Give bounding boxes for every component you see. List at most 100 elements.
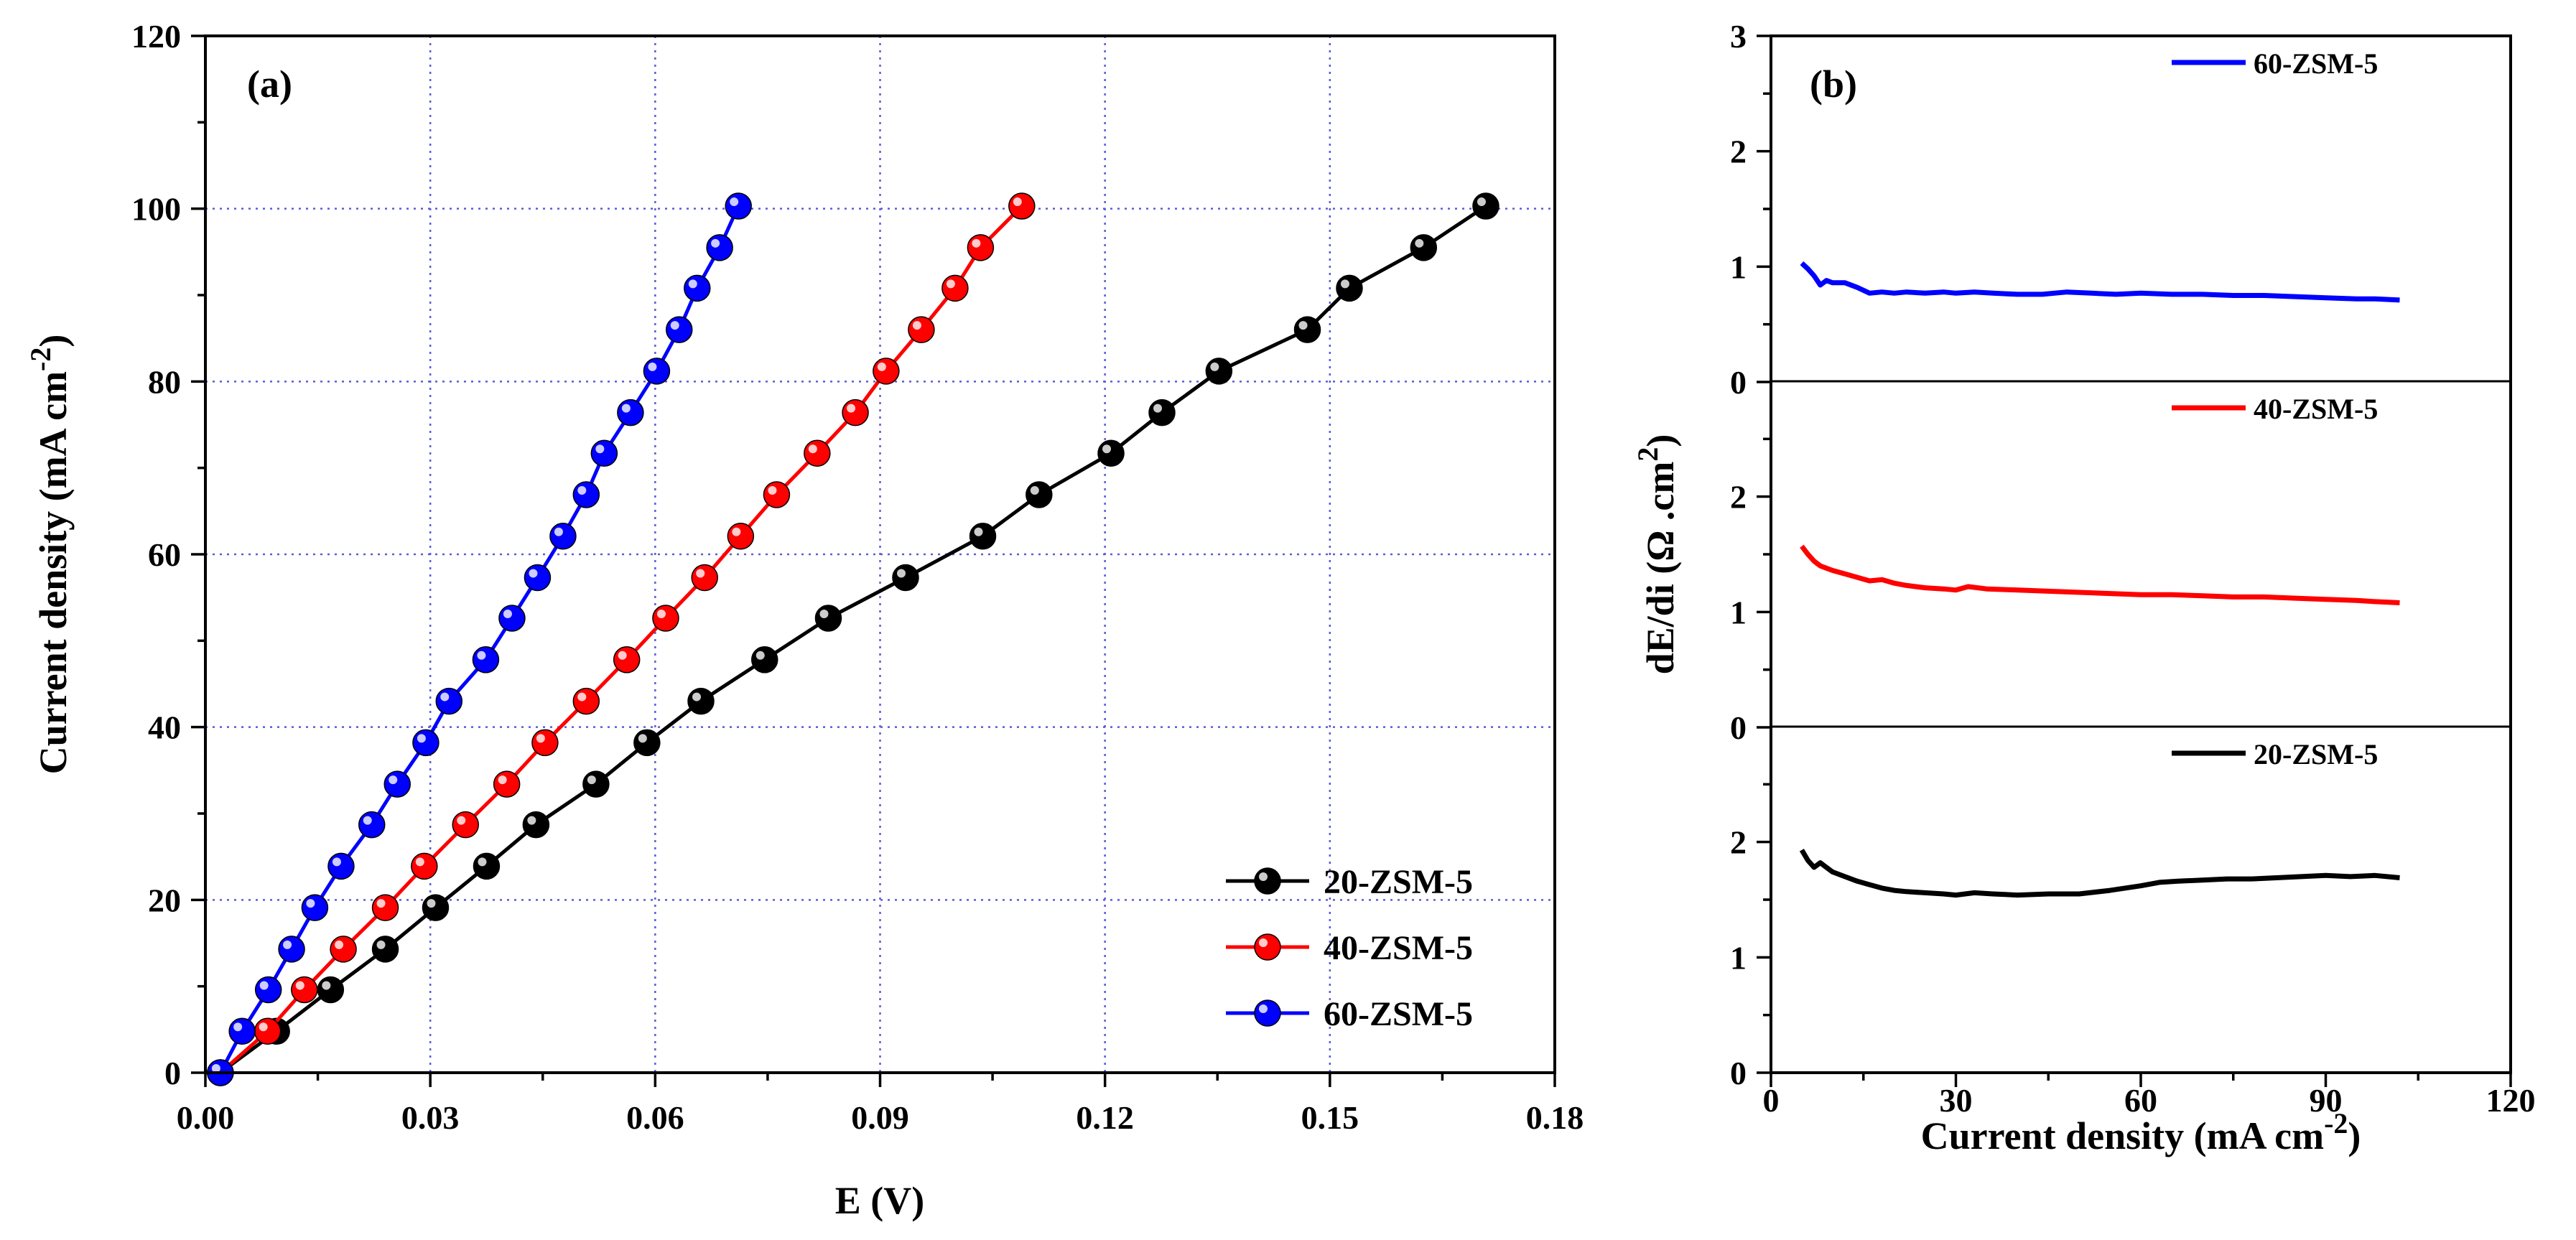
panel-a-series-20-zsm-5-point-shine: [376, 940, 386, 949]
panel-a-y-tick-label: 40: [148, 709, 181, 746]
panel-a-series-20-zsm-5-point: [1410, 234, 1438, 261]
panel-a-x-axis-label: E (V): [835, 1179, 924, 1222]
panel-a-series-40-zsm-5: [207, 192, 1036, 1086]
panel-a-series-60-zsm-5-point-shine: [670, 321, 679, 330]
panel-a-label: (a): [247, 62, 292, 106]
panel-a-x-tick-label: 0.18: [1526, 1099, 1584, 1136]
panel-b-x-axis-label: Current density (mA cm-2): [1921, 1107, 2361, 1157]
panel-a-series-20-zsm-5-point-shine: [1153, 404, 1163, 413]
panel-a-series-40-zsm-5-point-shine: [877, 362, 886, 371]
panel-a-series-20-zsm-5-point-shine: [819, 610, 829, 619]
panel-a-series-40-zsm-5-point-shine: [498, 775, 507, 785]
panel-b-label: (b): [1810, 62, 1857, 106]
panel-a-series-60-zsm-5-point-body: [327, 852, 355, 880]
panel-a-series-40-zsm-5-point: [411, 852, 438, 880]
panel-a-series-20-zsm-5-point: [687, 687, 715, 715]
panel-a-y-tick-label: 0: [164, 1055, 181, 1091]
panel-a-series-20-zsm-5-point: [371, 936, 399, 963]
panel-a-series-40-zsm-5-point: [531, 729, 559, 757]
panel-a-series-60-zsm-5-point-shine: [621, 404, 631, 413]
panel-a-series-20-zsm-5-point: [633, 729, 661, 757]
panel-a-series-60-zsm-5-point-body: [590, 439, 618, 467]
panel-a-series-20-zsm-5-point-body: [1410, 234, 1438, 261]
panel-a-series-20-zsm-5-point: [473, 852, 501, 880]
panel-a-series-20-zsm-5-point-body: [1026, 481, 1053, 508]
panel-a-series-20-zsm-5-point-shine: [527, 816, 536, 825]
panel-a-series-40-zsm-5-point-shine: [536, 734, 545, 743]
panel-b-y-tick-label: 2: [1730, 479, 1747, 516]
panel-a-series-20-zsm-5-point-shine: [1030, 485, 1039, 495]
panel-a-series-60-zsm-5-point: [524, 564, 552, 592]
panel-a-grid: [205, 36, 1555, 1073]
panel-b-series-40-zsm-5-line: [1800, 544, 2400, 605]
panel-a-series-60-zsm-5-point-body: [472, 646, 500, 673]
panel-a-series-20-zsm-5-point: [1336, 274, 1363, 302]
panel-a-series: [207, 192, 1499, 1086]
panel-b-y-axis-label-close: ): [1639, 434, 1682, 447]
panel-a-series-20-zsm-5-point-body: [969, 522, 997, 550]
panel-a-series-20-zsm-5-point-body: [1472, 192, 1499, 220]
panel-a-series-60-zsm-5-point-shine: [283, 940, 292, 949]
panel-b-frame: [1770, 34, 2512, 1074]
panel-a-series-60-zsm-5-point: [472, 646, 500, 673]
panel-a-legend-60-zsm-5-marker: [1254, 999, 1281, 1027]
panel-a-x-tick-label: 0.00: [177, 1099, 235, 1136]
panel-a-series-60-zsm-5-point: [301, 894, 329, 921]
panel-a-series-20-zsm-5-point-shine: [1210, 362, 1219, 371]
panel-a-series-20-zsm-5-point: [1097, 439, 1125, 467]
panel-a-y-axis-label-close: ): [32, 335, 75, 348]
panel-b-x-tick-label: 0: [1763, 1082, 1780, 1119]
panel-a-series-20-zsm-5-point-body: [1293, 316, 1321, 343]
panel-a-series-40-zsm-5-point: [691, 564, 718, 592]
panel-b-y-tick-label: 3: [1730, 18, 1747, 55]
panel-a-series-20-zsm-5-point-shine: [587, 775, 596, 785]
panel-a-series-60-zsm-5-point-body: [617, 398, 644, 426]
panel-a-series-20-zsm-5-point: [1026, 481, 1053, 508]
panel-a-series-20-zsm-5-point-body: [1205, 358, 1233, 385]
panel-a-series-20-zsm-5-point-body: [1097, 439, 1125, 467]
panel-a-series-60-zsm-5-point-shine: [417, 734, 426, 743]
panel-b-series-60-zsm-5-line: [1800, 261, 2400, 303]
panel-a-series-40-zsm-5-point-body: [330, 936, 357, 963]
panel-a-series-60-zsm-5-point-body: [383, 770, 411, 798]
panel-a-series-40-zsm-5-point-shine: [768, 485, 777, 495]
panel-b-y-axis-label-sup: 2: [1632, 447, 1664, 462]
panel-a-series-60-zsm-5-point-shine: [389, 775, 398, 785]
panel-a-series-40-zsm-5-point: [613, 646, 641, 673]
panel-a-series-40-zsm-5-point: [452, 811, 479, 839]
panel-a-y-axis-label-main: Current density (mA cm: [32, 371, 75, 774]
panel-a-series-20-zsm-5-point: [814, 605, 842, 632]
panel-a-series-60-zsm-5-point-shine: [711, 238, 720, 248]
panel-a-series-40-zsm-5-point-body: [371, 894, 399, 921]
panel-a-series-60-zsm-5-point-shine: [306, 899, 315, 908]
panel-b-y-tick-label: 0: [1730, 364, 1747, 401]
panel-a-series-60-zsm-5-point-body: [498, 605, 526, 632]
panel-b-y-axis-label-main: dE/di (Ω .cm: [1639, 462, 1682, 675]
panel-a-x-tick-label: 0.09: [851, 1099, 909, 1136]
panel-b-x-tick-label: 120: [2486, 1082, 2536, 1119]
panel-a-series-20-zsm-5-point-body: [582, 770, 610, 798]
panel-a-y-tick-label: 60: [148, 536, 181, 573]
panel-a-series-40-zsm-5-point: [727, 522, 755, 550]
panel-a-series-60-zsm-5-point: [358, 811, 386, 839]
panel-a-series-60-zsm-5-point-body: [643, 358, 671, 385]
panel-b-x-axis-label-sup: -2: [2324, 1107, 2348, 1139]
panel-a-series-40-zsm-5-point-body: [254, 1017, 282, 1045]
panel-a-series-40-zsm-5-point-shine: [376, 899, 386, 908]
panel-a-legend-40-zsm-5-marker: [1254, 933, 1281, 961]
panel-a-series-40-zsm-5-point-body: [613, 646, 641, 673]
panel-a-series-40-zsm-5-point-shine: [808, 444, 817, 454]
panel-a-series-60-zsm-5-line: [218, 205, 740, 1074]
panel-a-series-60-zsm-5-point: [435, 687, 463, 715]
panel-a-series-40-zsm-5-point-shine: [295, 981, 304, 990]
panel-a-legend-20-zsm-5-marker-shine: [1259, 872, 1268, 881]
panel-a-series-60-zsm-5-point-body: [684, 274, 711, 302]
panel-a-series-20-zsm-5-point-shine: [1102, 444, 1112, 454]
panel-a-series-40-zsm-5-point: [572, 687, 600, 715]
panel-b-y-tick-label: 1: [1730, 939, 1747, 976]
panel-a-series-60-zsm-5-point: [498, 605, 526, 632]
panel-a-series-40-zsm-5-point-shine: [335, 940, 344, 949]
panel-a-series-60-zsm-5-point: [254, 976, 282, 1004]
panel-b-x-tick-label: 30: [1940, 1082, 1973, 1119]
